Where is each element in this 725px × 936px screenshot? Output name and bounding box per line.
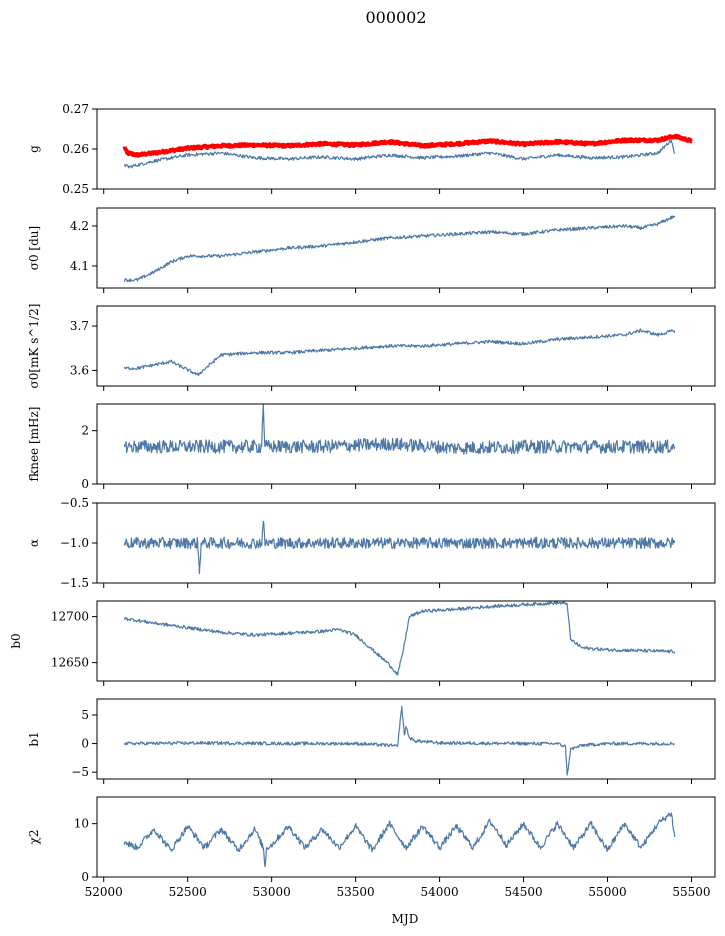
y-tick-label: 5 [81,708,89,722]
x-tick-label: 54500 [504,885,542,899]
y-tick-label: −1.0 [60,536,89,550]
y-tick-label: 4.1 [70,259,89,273]
x-tick-label: 53000 [253,885,291,899]
y-axis-label: χ2 [27,830,41,845]
x-tick-label: 54000 [420,885,458,899]
x-tick-label: 55500 [672,885,710,899]
panel-5: −1.5 −1.0 −0.5 α [27,496,716,590]
y-axis-label: b0 [9,633,23,648]
panel-4: 0 2 fknee [mHz] [27,403,716,491]
axes-frame [96,698,716,780]
y-axis-label: α [27,539,41,547]
y-tick-label: 4.2 [70,219,89,233]
y-tick-label: −5 [71,765,89,779]
series-line-1-1 [122,133,693,158]
y-axis-label: fknee [mHz] [27,407,41,482]
y-tick-label: 12700 [51,610,89,624]
axes-frame [96,305,716,387]
series-line-5-1 [124,520,676,575]
panel-8: 0 10 52000 52500 53000 53500 54000 54500 55000 55… [27,796,716,899]
y-tick-label: 0 [81,870,89,884]
y-axis-label: b1 [27,731,41,746]
x-tick-label: 52000 [85,885,123,899]
y-tick-label: 3.6 [70,363,89,377]
series-line-4-1 [124,404,676,455]
y-tick-label: 0.27 [62,102,89,116]
y-tick-label: 0.25 [62,182,89,196]
axes-frame [96,796,716,878]
series-line-6-1 [124,601,676,676]
axes-frame [96,403,716,485]
x-tick-label: 52500 [169,885,207,899]
x-tick-label: 55000 [588,885,626,899]
y-axis-label: g [27,145,41,153]
panel-3: 3.6 3.7 σ0[mK s^1/2] [27,304,716,391]
y-tick-label: −1.5 [60,576,89,590]
y-axis-label: σ0 [du] [27,226,41,270]
y-tick-label: 0.26 [62,142,89,156]
y-tick-label: 10 [74,817,89,831]
figure-title: 000002 [365,8,426,27]
y-axis-label: σ0[mK s^1/2] [27,304,41,389]
series-line-3-1 [124,328,676,376]
panel-1: 0.25 0.26 0.27 g [27,102,716,196]
panel-2: 4.1 4.2 σ0 [du] [27,207,716,293]
series-line-7-1 [124,705,676,776]
y-tick-label: 3.7 [70,319,89,333]
series-line-8-1 [124,812,676,868]
y-tick-label: 2 [81,424,89,438]
panel-6: 12650 12700 b0 [9,600,716,686]
y-tick-label: −0.5 [60,496,89,510]
x-axis-label: MJD [392,912,419,926]
axes-frame [96,207,716,289]
y-tick-label: 0 [81,737,89,751]
y-tick-label: 12650 [51,656,89,670]
panel-7: −5 0 5 b1 [27,698,716,784]
x-tick-label: 53500 [337,885,375,899]
axes-frame [96,600,716,682]
series-line-1-2 [124,139,676,169]
series-line-2-1 [124,215,676,283]
panels: 0.25 0.26 0.27 g 4.1 4.2 σ0 [du] 3.6 3.7 σ0[mK s^… [9,102,716,899]
y-tick-label: 0 [81,477,89,491]
